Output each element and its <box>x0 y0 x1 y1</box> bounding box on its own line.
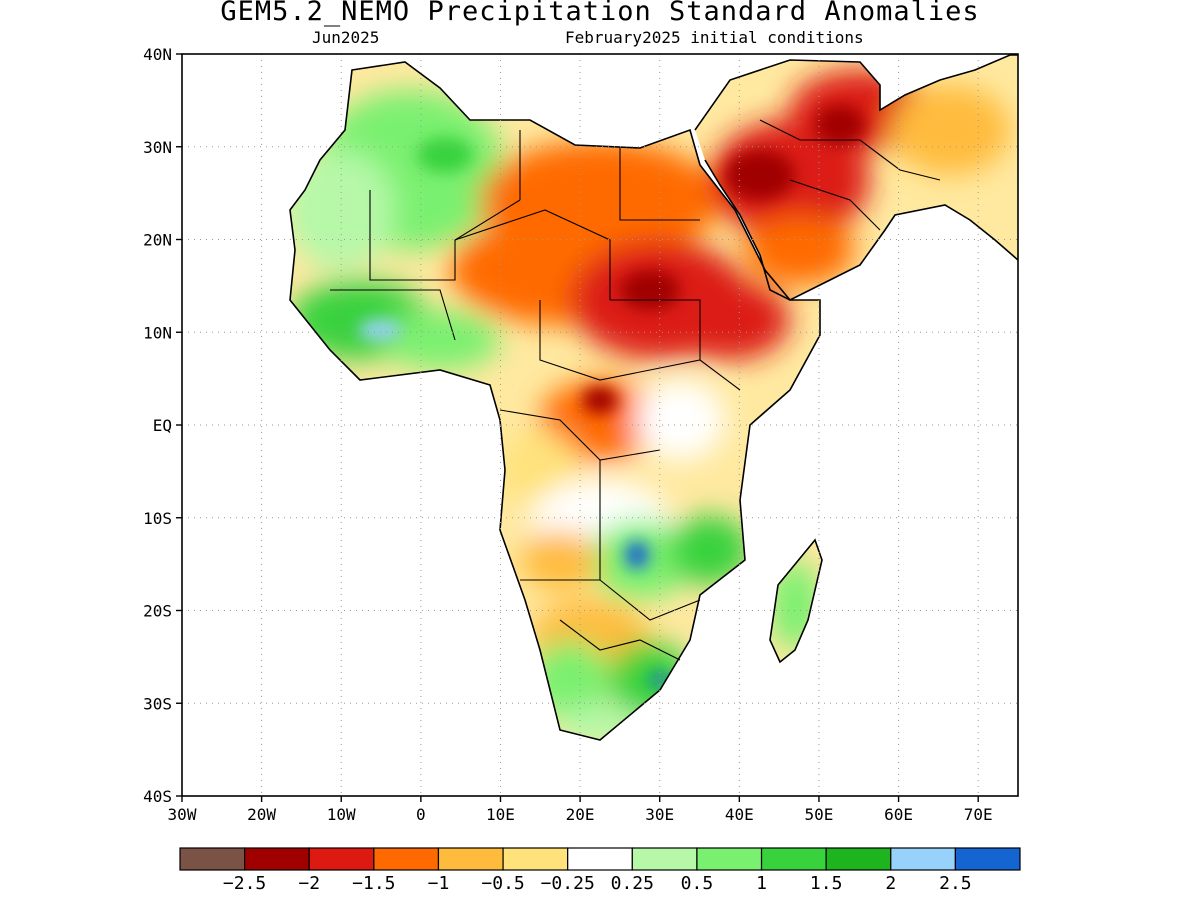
lat-tick-label: EQ <box>153 416 172 435</box>
initial-conditions-label: February2025 initial conditions <box>565 28 864 47</box>
colorbar-label: 1.5 <box>810 873 843 894</box>
gridlines <box>182 54 1018 796</box>
colorbar-label: −0.5 <box>481 873 524 894</box>
lat-tick-label: 30S <box>143 694 172 713</box>
colorbar-label: 0.5 <box>681 873 714 894</box>
lon-tick-label: 70E <box>964 805 993 824</box>
colorbar-swatch <box>760 847 827 871</box>
lon-tick-label: 40E <box>725 805 754 824</box>
lon-tick-label: 30W <box>168 805 197 824</box>
lon-tick-label: 20E <box>566 805 595 824</box>
lat-tick-label: 30N <box>143 138 172 157</box>
lon-tick-label: 50E <box>804 805 833 824</box>
colorbar-swatch <box>308 847 375 871</box>
lon-tick-label: 10W <box>327 805 356 824</box>
colorbar-label: 0.25 <box>611 873 654 894</box>
colorbar-label: 2.5 <box>939 873 972 894</box>
colorbar-swatch <box>825 847 892 871</box>
axis-ticks: 30W 20W 10W 0 10E 20E 30E 40E 50E 60E 70E 40N 30N 20N… <box>143 45 993 824</box>
lat-tick-label: 40N <box>143 45 172 64</box>
lat-tick-label: 20N <box>143 231 172 250</box>
colorbar-swatch <box>631 847 698 871</box>
colorbar-swatch <box>179 847 246 871</box>
lon-tick-label: 10E <box>486 805 515 824</box>
map-frame <box>181 53 1019 797</box>
colorbar: −2.5 −2 −1.5 −1 −0.5 −0.25 0.25 0.5 1 1.5 2 2.5 <box>179 847 1021 894</box>
coastlines-and-borders <box>289 54 1019 741</box>
colorbar-swatch <box>502 847 569 871</box>
lat-tick-label: 10N <box>143 323 172 342</box>
colorbar-label: −2 <box>298 873 320 894</box>
colorbar-label: 1 <box>756 873 767 894</box>
colorbar-swatch <box>890 847 956 871</box>
colorbar-label: −1 <box>428 873 450 894</box>
lat-tick-label: 20S <box>143 602 172 621</box>
lat-tick-label: 10S <box>143 509 172 528</box>
lat-tick-label: 40S <box>143 787 172 806</box>
map-title: GEM5.2_NEMO Precipitation Standard Anoma… <box>220 0 980 27</box>
colorbar-label: −0.25 <box>541 873 595 894</box>
colorbar-swatch <box>567 847 633 871</box>
colorbar-swatch <box>696 847 763 871</box>
colorbar-label: −1.5 <box>352 873 395 894</box>
colorbar-swatch <box>244 847 310 871</box>
lon-tick-label: 30E <box>645 805 674 824</box>
colorbar-label: −2.5 <box>223 873 266 894</box>
colorbar-swatch <box>373 847 440 871</box>
lon-tick-label: 60E <box>884 805 913 824</box>
lon-tick-label: 0 <box>416 805 426 824</box>
colorbar-swatch <box>437 847 504 871</box>
colorbar-swatch <box>954 847 1021 871</box>
colorbar-label: 2 <box>885 873 896 894</box>
forecast-month: Jun2025 <box>312 28 380 47</box>
lon-tick-label: 20W <box>247 805 276 824</box>
